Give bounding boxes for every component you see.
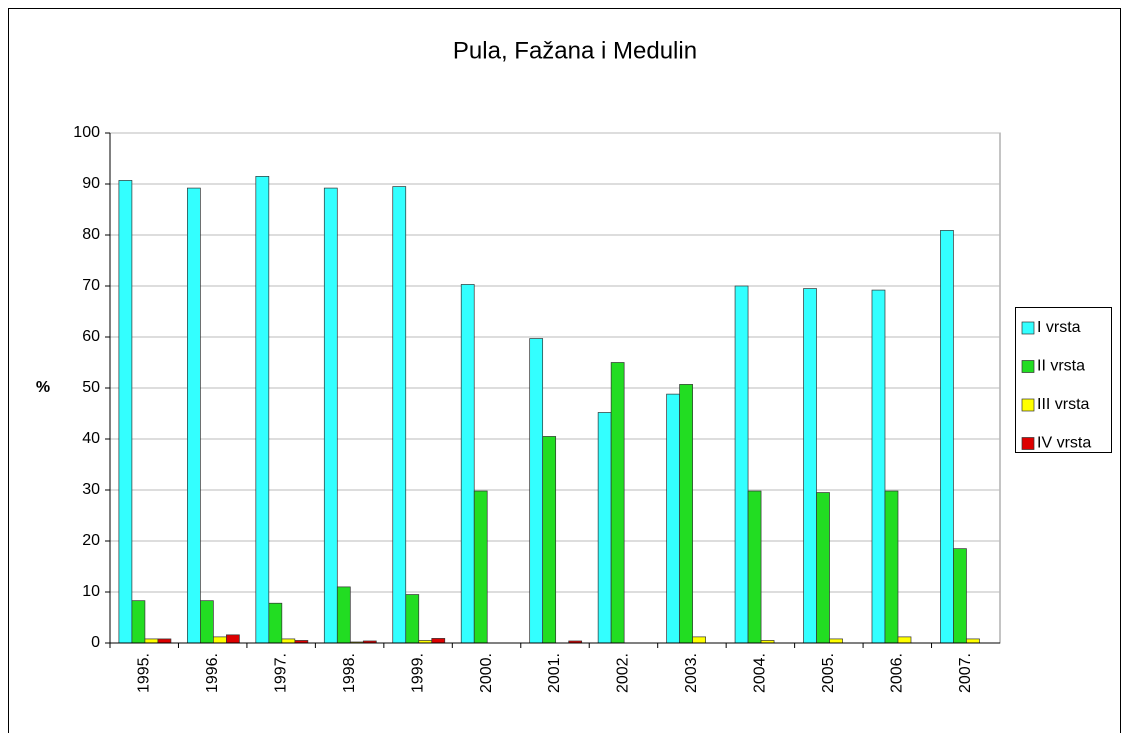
y-tick-label: 40 [82,430,100,447]
y-tick-label: 100 [73,124,100,141]
bar [679,384,693,644]
bar [966,638,980,644]
legend-swatch [1021,398,1035,412]
bar [281,638,296,644]
x-tick-label: 1997. [272,653,289,693]
x-tick-label: 1998. [341,653,358,693]
x-tick-label: 1995. [135,653,152,693]
bar [431,638,446,644]
bar [157,638,172,644]
bar [747,490,762,644]
y-tick-label: 90 [82,175,100,192]
x-tick-label: 2003. [683,653,700,693]
bar [884,490,899,644]
x-tick-label: 1999. [409,653,426,693]
bar [392,186,407,644]
bar [187,187,201,644]
legend-swatch [1021,360,1035,373]
bar [460,284,475,644]
bar [610,362,625,644]
bar [897,636,912,644]
bar [542,436,557,644]
bar [666,393,680,644]
x-tick-label: 2002. [615,653,632,693]
bar [816,492,830,644]
x-tick-label: 1996. [204,653,221,693]
y-tick-label: 50 [82,379,100,396]
bar [953,548,967,644]
y-tick-label: 10 [82,583,100,600]
bar [871,289,886,644]
bar [323,187,338,644]
x-tick-label: 2000. [478,653,495,693]
bar [940,230,954,644]
y-tick-label: 30 [82,481,100,498]
bar [734,285,749,644]
bar [405,594,420,644]
x-tick-label: 2006. [889,653,906,693]
bar [829,638,843,644]
bar [268,602,283,644]
legend-label: I vrsta [1037,319,1081,336]
bar [803,288,817,644]
chart-title: Pula, Fažana i Medulin [453,37,697,64]
bar [473,490,488,644]
bar [200,600,214,644]
y-tick-label: 60 [82,328,100,345]
bar [226,634,240,644]
legend-label: III vrsta [1037,396,1090,413]
legend-label: IV vrsta [1037,435,1091,452]
x-tick-label: 2007. [957,653,974,693]
x-tick-label: 2005. [820,653,837,693]
x-tick-label: 2001. [546,653,563,693]
y-axis-label: % [36,379,50,396]
bar [131,600,146,644]
legend-swatch [1021,321,1035,335]
bar [118,180,133,644]
bar [692,636,706,644]
bar [336,586,351,644]
bar [213,636,227,644]
y-tick-label: 0 [91,634,100,651]
legend-label: II vrsta [1037,358,1085,375]
bar [144,638,159,644]
bar [255,176,270,644]
y-tick-label: 80 [82,226,100,243]
y-tick-label: 70 [82,277,100,294]
bar [529,338,544,644]
x-tick-label: 2004. [752,653,769,693]
legend-swatch [1021,437,1035,450]
bar [597,412,612,644]
y-tick-label: 20 [82,532,100,549]
